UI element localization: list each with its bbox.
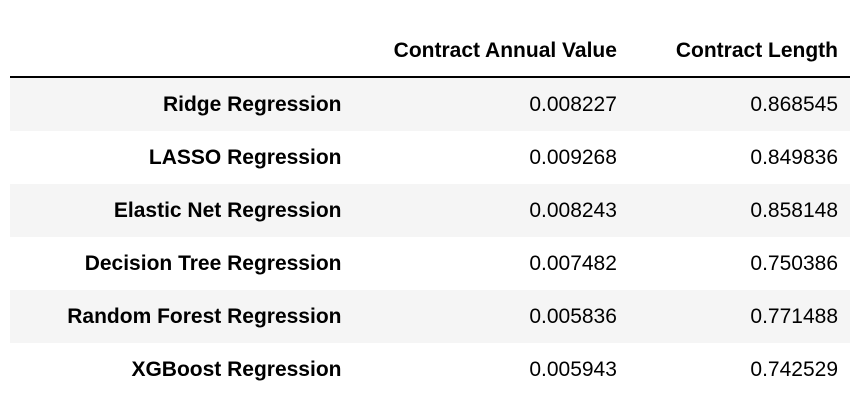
table-row: Elastic Net Regression 0.008243 0.858148 — [10, 184, 850, 237]
table-row: Random Forest Regression 0.005836 0.7714… — [10, 290, 850, 343]
index-header — [10, 26, 354, 78]
cell-contract-length: 0.868545 — [750, 93, 838, 116]
row-label: Ridge Regression — [162, 93, 342, 116]
row-label: Elastic Net Regression — [113, 199, 342, 222]
cell-contract-length: 0.858148 — [750, 199, 838, 222]
cell-contract-annual-value: 0.009268 — [529, 146, 617, 169]
cell-contract-annual-value: 0.005943 — [529, 358, 617, 381]
cell-contract-length: 0.849836 — [750, 146, 838, 169]
row-label: LASSO Regression — [148, 146, 342, 169]
cell-contract-annual-value: 0.005836 — [529, 305, 617, 328]
cell-contract-length: 0.771488 — [750, 305, 838, 328]
column-header-contract-annual-value: Contract Annual Value — [353, 26, 629, 78]
cell-contract-annual-value: 0.007482 — [529, 252, 617, 275]
cell-contract-length: 0.742529 — [750, 358, 838, 381]
row-label: Decision Tree Regression — [84, 252, 342, 275]
table-row: Decision Tree Regression 0.007482 0.7503… — [10, 237, 850, 290]
table-row: Ridge Regression 0.008227 0.868545 — [10, 77, 850, 131]
header-row: Contract Annual Value Contract Length — [10, 26, 850, 78]
cell-contract-length: 0.750386 — [750, 252, 838, 275]
table-header: Contract Annual Value Contract Length — [10, 26, 850, 78]
row-label: XGBoost Regression — [131, 358, 342, 381]
table-row: LASSO Regression 0.009268 0.849836 — [10, 131, 850, 184]
cell-contract-annual-value: 0.008243 — [529, 199, 617, 222]
results-table: Contract Annual Value Contract Length Ri… — [10, 26, 850, 396]
table-body: Ridge Regression 0.008227 0.868545 LASSO… — [10, 77, 850, 396]
cell-contract-annual-value: 0.008227 — [529, 93, 617, 116]
column-header-contract-length: Contract Length — [628, 26, 850, 78]
table-row: XGBoost Regression 0.005943 0.742529 — [10, 343, 850, 396]
row-label: Random Forest Regression — [67, 305, 342, 328]
